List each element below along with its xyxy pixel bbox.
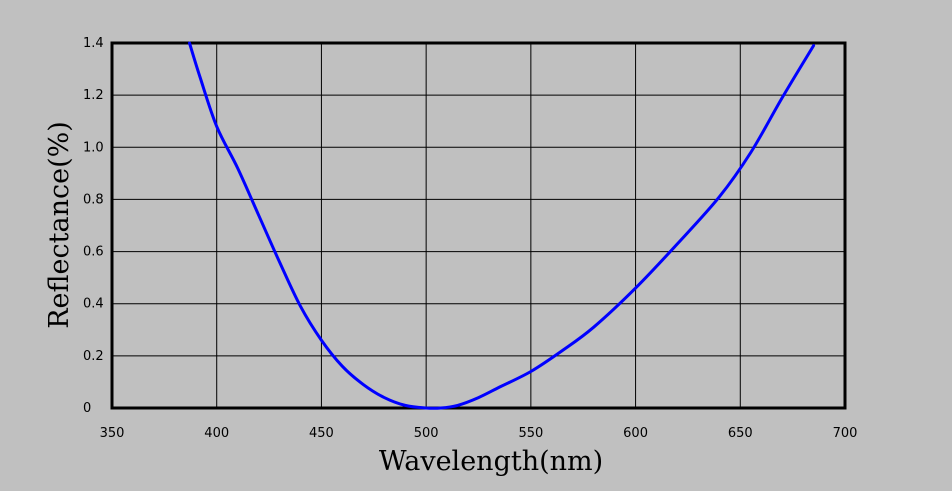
x-tick-label: 400 — [204, 426, 229, 441]
x-axis-title: Wavelength(nm) — [379, 446, 603, 477]
y-tick-label: 0.8 — [83, 192, 104, 207]
x-tick-label: 600 — [623, 426, 648, 441]
x-tick-label: 550 — [518, 426, 543, 441]
plot-frame — [110, 41, 847, 410]
y-tick-label: 1.2 — [83, 88, 104, 103]
y-tick-label: 0.6 — [83, 245, 104, 260]
y-axis-ticks: 0 0.2 0.4 0.6 0.8 1.0 1.2 1.4 — [83, 36, 104, 416]
x-tick-label: 450 — [309, 426, 334, 441]
x-tick-label: 500 — [414, 426, 439, 441]
y-tick-label: 0.4 — [83, 297, 104, 312]
y-tick-label: 0.2 — [83, 349, 104, 364]
x-tick-label: 350 — [100, 426, 125, 441]
x-axis-ticks: 350 400 450 500 550 600 650 700 — [100, 426, 858, 441]
x-tick-label: 650 — [728, 426, 753, 441]
grid-lines — [112, 43, 845, 408]
y-tick-label: 1.0 — [83, 140, 104, 155]
y-tick-label: 0 — [83, 401, 91, 416]
series-layer — [187, 41, 816, 410]
reflectance-curve — [187, 41, 816, 410]
y-tick-label: 1.4 — [83, 36, 104, 51]
y-axis-title: Reflectance(%) — [44, 121, 75, 329]
x-tick-label: 700 — [833, 426, 858, 441]
